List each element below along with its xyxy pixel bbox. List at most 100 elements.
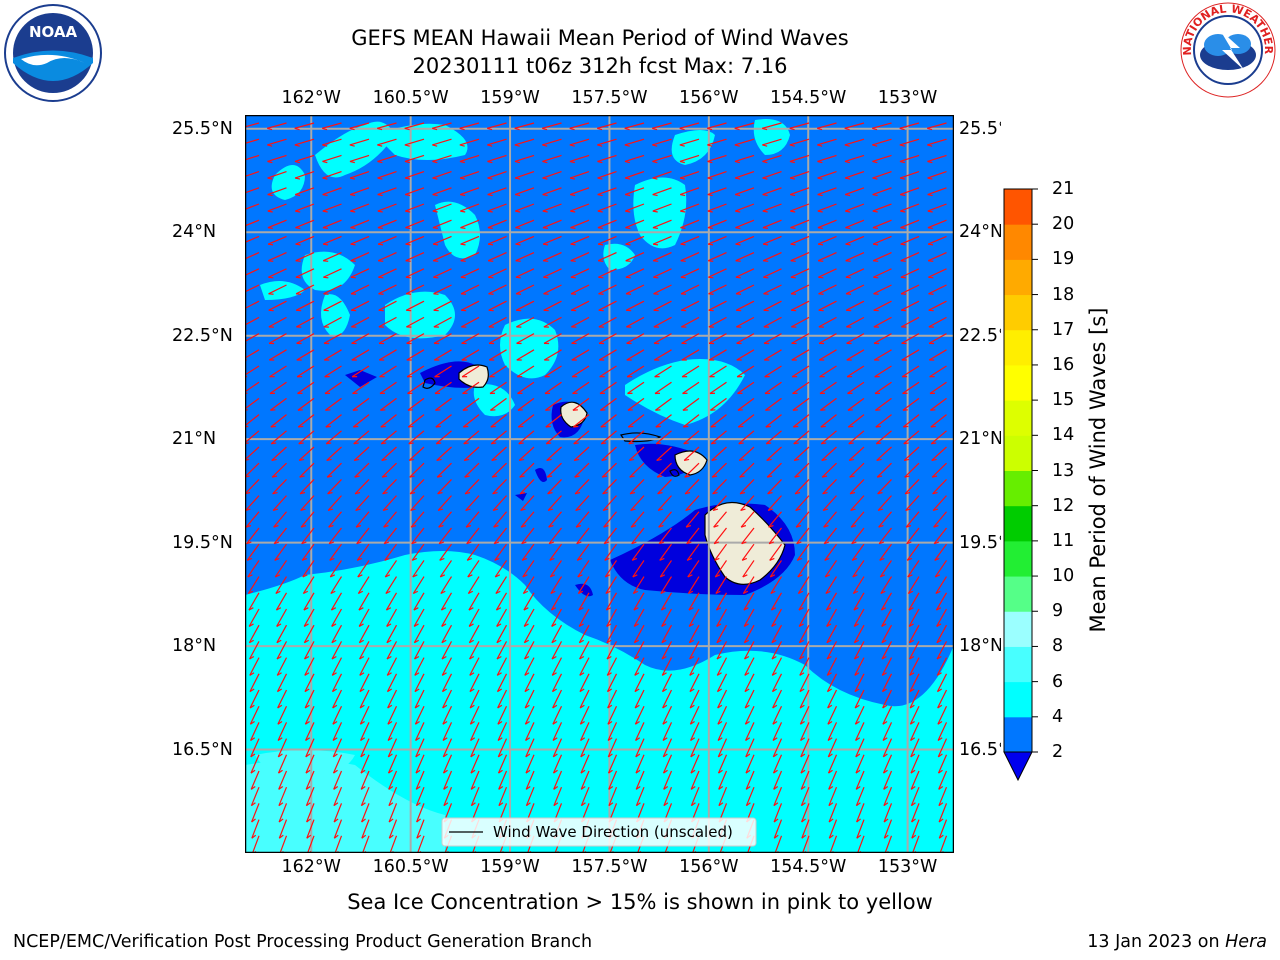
direction-arrow xyxy=(249,689,260,709)
direction-arrow xyxy=(515,300,535,311)
direction-arrow-head xyxy=(710,425,716,428)
direction-arrow xyxy=(767,495,782,511)
direction-arrow-head xyxy=(741,541,747,545)
direction-arrow-head xyxy=(330,574,336,578)
direction-arrow-head xyxy=(872,193,878,197)
direction-arrow-head xyxy=(442,737,448,742)
direction-arrow xyxy=(306,803,315,823)
direction-arrow-head xyxy=(441,623,447,627)
direction-arrow-head xyxy=(771,639,777,644)
direction-arrow-head xyxy=(388,802,394,807)
direction-arrow-head xyxy=(773,785,779,790)
direction-arrow xyxy=(522,576,535,594)
direction-arrow xyxy=(875,430,892,445)
direction-arrow xyxy=(773,786,783,806)
direction-arrow xyxy=(381,446,397,461)
direction-arrow xyxy=(822,495,837,511)
direction-arrow xyxy=(525,738,535,758)
direction-arrow-head xyxy=(652,243,659,246)
direction-arrow-head xyxy=(249,672,255,676)
direction-arrow xyxy=(772,738,783,758)
direction-arrow xyxy=(902,397,920,411)
direction-arrow xyxy=(734,138,755,146)
direction-arrow xyxy=(710,430,727,445)
direction-arrow xyxy=(827,705,838,725)
direction-arrow xyxy=(489,365,507,378)
direction-arrow-head xyxy=(331,655,337,660)
direction-arrow xyxy=(850,511,865,528)
direction-arrow-head xyxy=(822,508,829,512)
direction-arrow xyxy=(378,268,397,278)
direction-arrow xyxy=(883,819,893,839)
direction-arrow xyxy=(294,154,315,163)
direction-arrow xyxy=(909,673,920,692)
direction-arrow xyxy=(630,511,645,528)
direction-arrow-head xyxy=(717,753,723,758)
direction-arrow-head xyxy=(305,720,310,725)
direction-arrow xyxy=(711,462,727,478)
direction-arrow-head xyxy=(910,753,916,758)
direction-arrow xyxy=(361,835,370,853)
direction-arrow xyxy=(521,543,535,561)
sea-ice-note: Sea Ice Concentration > 15% is shown in … xyxy=(347,890,933,914)
direction-arrow xyxy=(738,430,755,445)
direction-arrow-head xyxy=(323,260,329,262)
direction-arrow xyxy=(378,316,397,328)
direction-arrow xyxy=(514,138,535,146)
direction-arrow-head xyxy=(524,655,530,660)
direction-arrow-head xyxy=(844,177,851,180)
direction-arrow-head xyxy=(386,672,392,676)
direction-arrow xyxy=(735,203,755,212)
direction-arrow xyxy=(251,819,260,839)
direction-arrow-head xyxy=(443,769,448,774)
direction-arrow-head xyxy=(827,720,833,725)
direction-arrow-head xyxy=(909,655,915,660)
direction-arrow xyxy=(820,414,837,428)
direction-arrow-head xyxy=(405,243,411,246)
direction-arrow xyxy=(271,462,287,478)
direction-arrow-head xyxy=(855,753,861,758)
direction-arrow xyxy=(553,786,563,806)
direction-arrow-head xyxy=(306,818,311,823)
direction-arrow-head xyxy=(905,524,912,528)
direction-arrow-head xyxy=(542,160,548,164)
direction-arrow-head xyxy=(660,574,666,578)
direction-arrow xyxy=(523,592,535,611)
direction-arrow xyxy=(496,641,508,660)
direction-arrow xyxy=(930,430,947,445)
direction-arrow xyxy=(654,365,672,378)
direction-arrow xyxy=(937,754,948,774)
direction-arrow xyxy=(350,203,370,212)
direction-arrow xyxy=(827,689,838,709)
direction-arrow xyxy=(468,592,480,611)
direction-arrow xyxy=(414,689,425,709)
direction-arrow xyxy=(608,770,618,790)
direction-arrow-head xyxy=(746,802,751,807)
direction-arrow-head xyxy=(821,442,827,445)
direction-arrow xyxy=(771,641,783,660)
direction-arrow-head xyxy=(708,276,714,279)
direction-arrow xyxy=(405,219,425,229)
direction-arrow xyxy=(797,576,810,594)
direction-arrow xyxy=(882,722,893,741)
direction-arrow-head xyxy=(685,524,692,528)
direction-arrow-head xyxy=(359,688,365,693)
direction-arrow xyxy=(572,381,590,395)
direction-arrow xyxy=(349,171,370,179)
direction-arrow-head xyxy=(469,704,475,709)
direction-arrow xyxy=(771,624,783,644)
direction-arrow-head xyxy=(789,144,795,147)
direction-arrow xyxy=(516,333,535,344)
direction-arrow-head xyxy=(278,834,284,839)
direction-arrow-head xyxy=(882,753,888,758)
direction-arrow xyxy=(652,154,672,163)
direction-arrow xyxy=(461,316,480,328)
direction-arrow xyxy=(606,624,618,644)
direction-arrow-head xyxy=(268,276,274,279)
colorbar-tick-label: 4 xyxy=(1052,706,1064,727)
direction-arrow-head xyxy=(873,260,879,262)
colorbar-tick-label: 15 xyxy=(1052,390,1075,411)
direction-arrow-head xyxy=(604,557,610,561)
map-subtitle: 20230111 t06z 312h fcst Max: 7.16 xyxy=(412,54,788,78)
direction-arrow xyxy=(826,657,838,676)
